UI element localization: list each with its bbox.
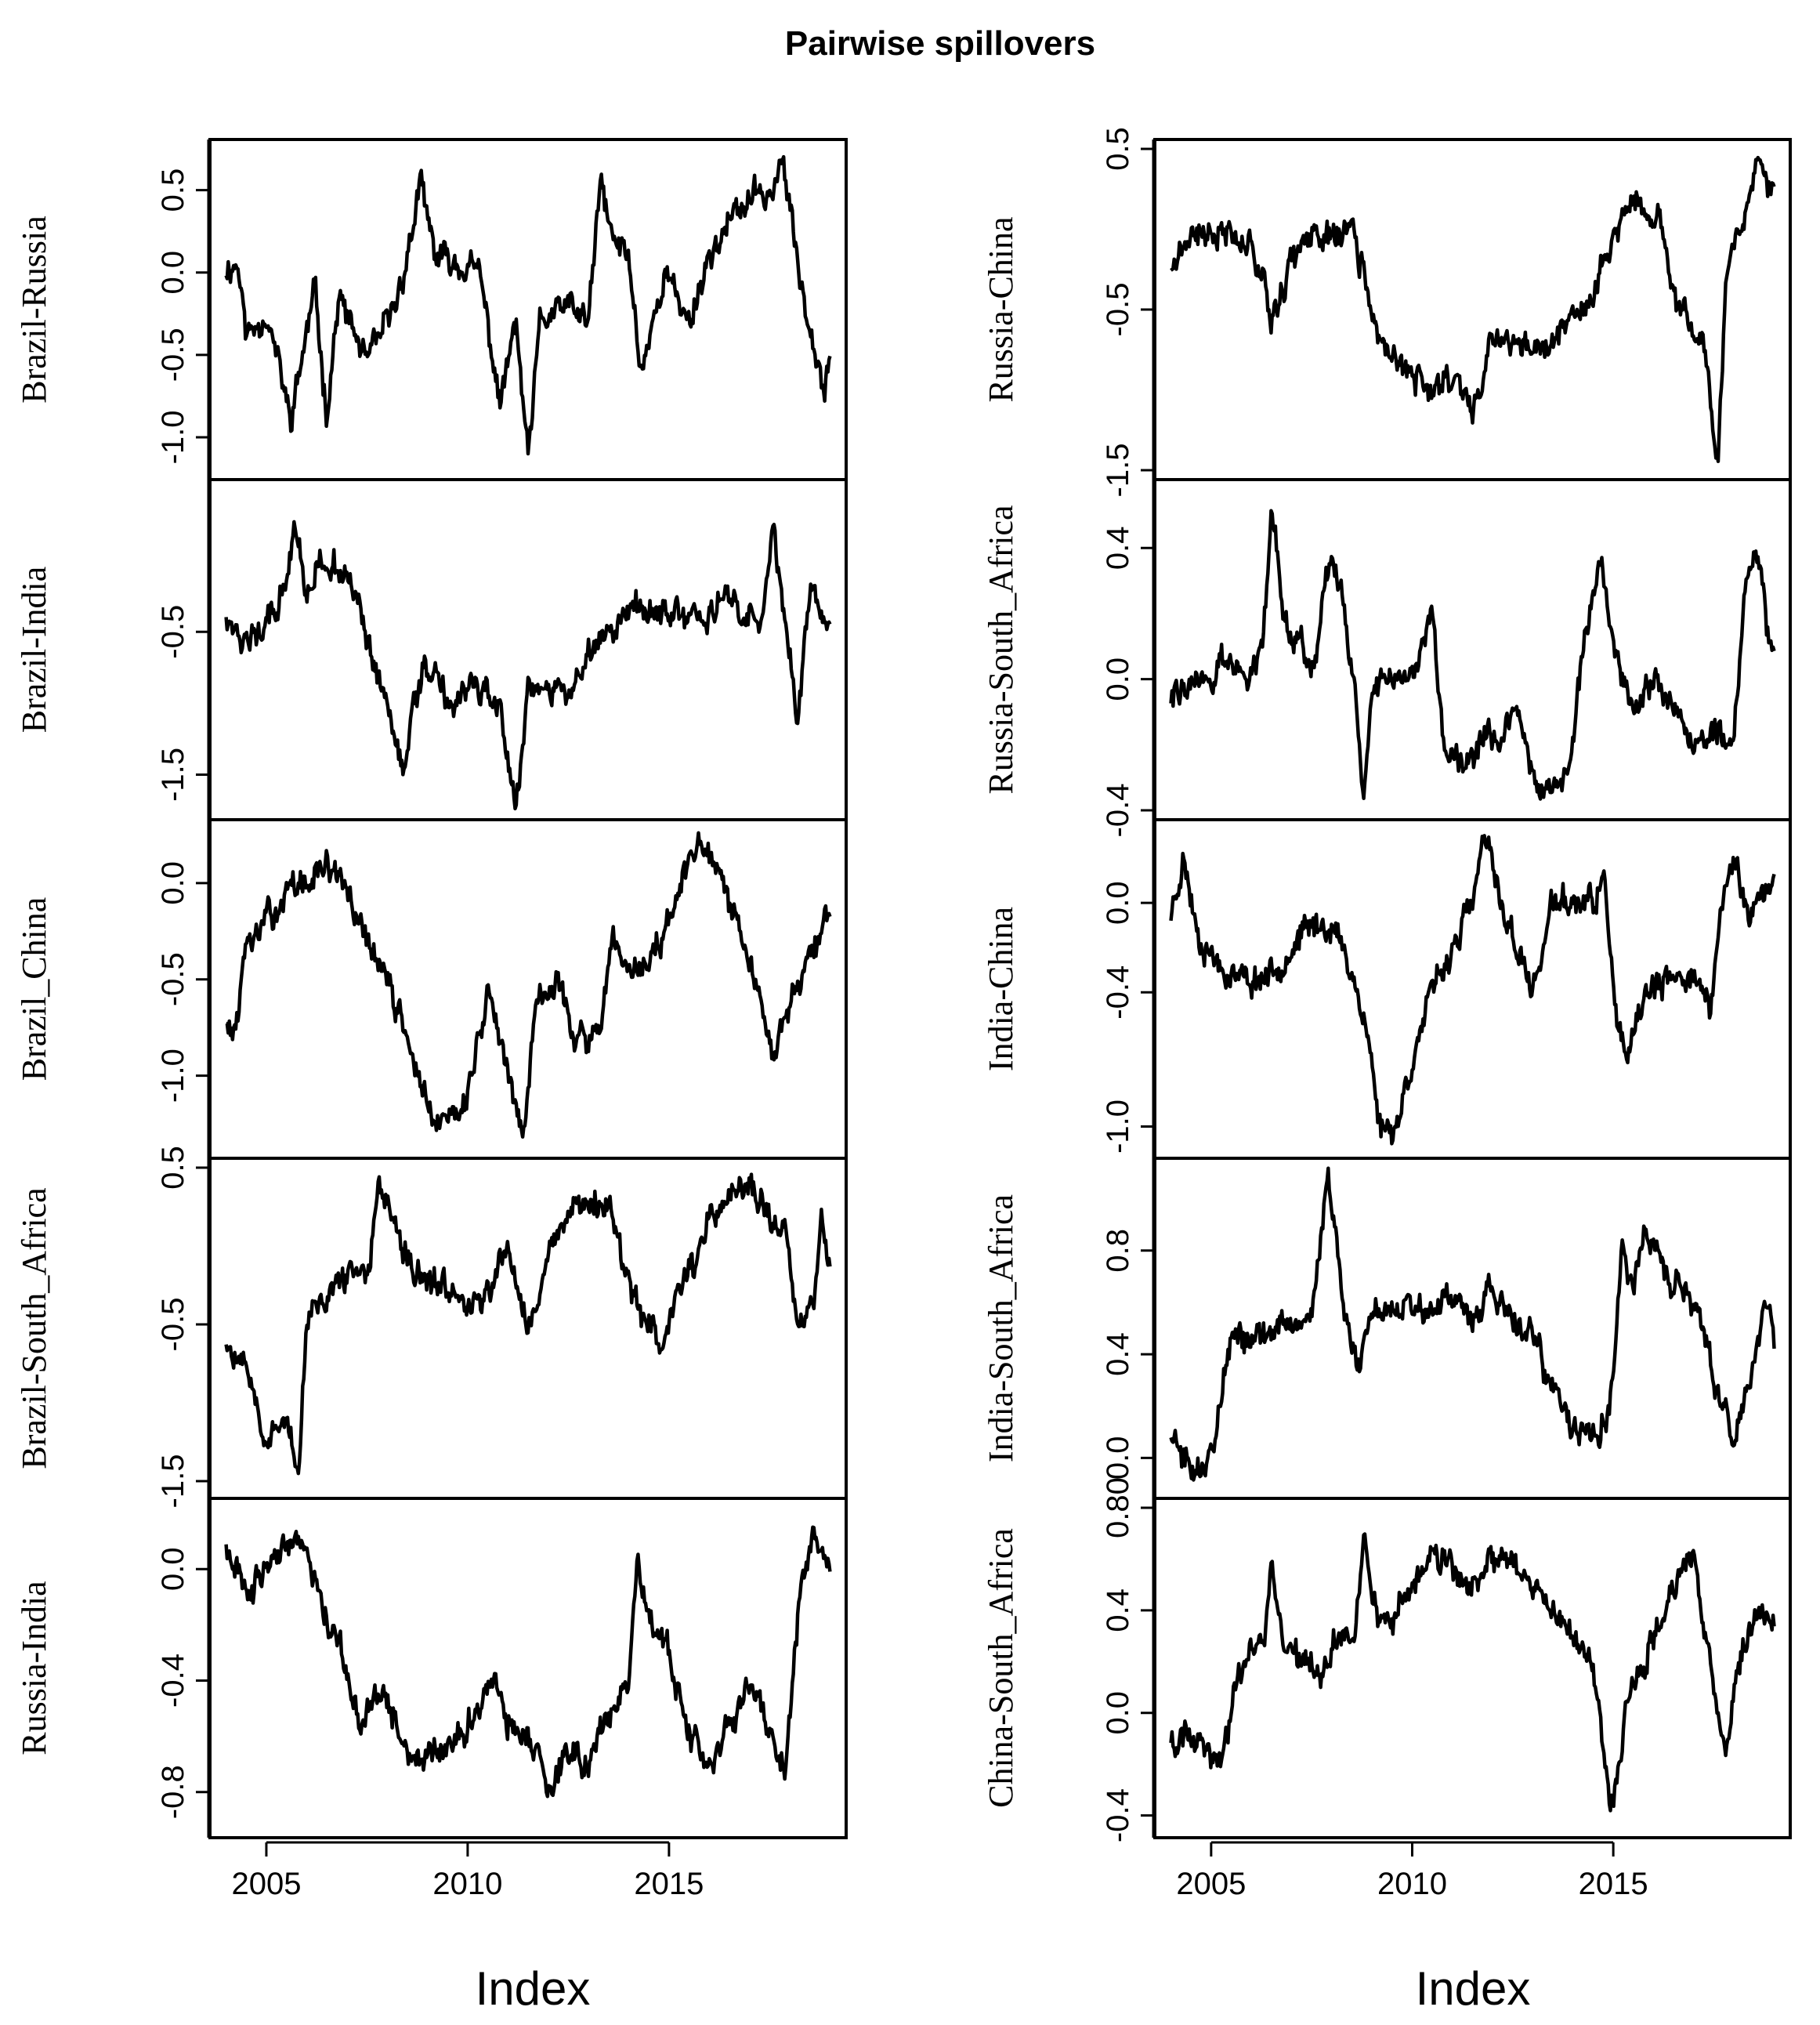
series-line-brazil-china <box>225 831 832 1139</box>
y-axis-label-india-south-africa: India-South_Africa <box>982 1194 1020 1462</box>
y-tick-label: 0.5 <box>156 1146 190 1190</box>
series-line-russia-india <box>224 1525 832 1799</box>
y-tick-label: 0.80 <box>1101 1477 1135 1538</box>
series-line-china-south-africa <box>1169 1532 1776 1813</box>
panel-russia-india: -0.8 -0.4 0.0 Russia-India 2005 2010 2015 <box>15 1497 848 1901</box>
y-tick-label: -0.4 <box>1101 784 1135 838</box>
x-tick-label: 2005 <box>231 1867 301 1901</box>
series-line-brazil-india <box>224 520 832 811</box>
y-axis-label-china-south-africa: China-South_Africa <box>982 1528 1020 1808</box>
x-axis-label-left: Index <box>476 1962 591 2015</box>
x-axis-label-right: Index <box>1416 1962 1531 2015</box>
y-axis-label-brazil-china: Brazil_China <box>15 897 53 1081</box>
plot-frame <box>1153 1497 1792 1839</box>
series-line-russia-china <box>1170 155 1776 463</box>
y-tick-label: -0.5 <box>156 328 190 382</box>
y-tick-label: -0.5 <box>156 952 190 1006</box>
y-axis-label-russia-india: Russia-India <box>15 1581 53 1755</box>
x-tick-label: 2015 <box>1579 1867 1648 1901</box>
panel-china-south-africa: -0.4 0.0 0.4 0.80 China-South_Africa 2005 2010… <box>982 1477 1792 1901</box>
figure-title: Pairwise spillovers <box>785 24 1095 63</box>
y-axis-label-india-china: India-China <box>982 907 1020 1071</box>
y-tick-label: 0.0 <box>1101 881 1135 925</box>
y-tick-label: 0.4 <box>1101 1332 1135 1376</box>
y-tick-label: -1.0 <box>156 410 190 464</box>
y-tick-label: -0.5 <box>156 605 190 659</box>
y-tick-label: 0.8 <box>1101 1229 1135 1273</box>
series-line-russia-south-africa <box>1169 509 1776 801</box>
panel-brazil-india: -1.5 -0.5 Brazil-India <box>15 478 848 821</box>
y-tick-label: -1.0 <box>156 1049 190 1103</box>
series-line-brazil-south-africa <box>224 1172 832 1476</box>
panel-russia-south-africa: -0.4 0.0 0.4 Russia-South_Africa <box>982 478 1792 838</box>
y-tick-label: -0.5 <box>156 1298 190 1352</box>
y-tick-label: -1.0 <box>1101 1099 1135 1154</box>
y-tick-label: 0.0 <box>156 1547 190 1591</box>
y-tick-label: 0.5 <box>1101 127 1135 171</box>
panel-brazil-russia: -1.0 -0.5 0.0 0.5 Brazil-Russia <box>15 138 848 481</box>
y-tick-label: -0.8 <box>156 1765 190 1819</box>
series-line-brazil-russia <box>224 154 832 456</box>
y-tick-label: 0.0 <box>156 251 190 295</box>
y-tick-label: -0.5 <box>1101 283 1135 337</box>
x-tick-label: 2010 <box>1377 1867 1447 1901</box>
y-tick-label: -1.5 <box>156 1454 190 1509</box>
y-tick-label: -1.5 <box>156 748 190 802</box>
y-axis-label-brazil-india: Brazil-India <box>15 567 53 734</box>
y-axis-label-brazil-south-africa: Brazil-South_Africa <box>15 1187 53 1469</box>
y-axis-label-russia-china: Russia-China <box>982 216 1020 402</box>
series-line-india-south-africa <box>1169 1166 1776 1482</box>
y-tick-label: 0.5 <box>156 168 190 212</box>
panels-group: -1.0 -0.5 0.0 0.5 Brazil-Russia -1.5 -0.5 Brazi… <box>15 127 1792 1901</box>
x-tick-label: 2005 <box>1176 1867 1246 1901</box>
y-tick-label: 0.0 <box>1101 1691 1135 1735</box>
y-tick-label: -1.5 <box>1101 444 1135 498</box>
y-tick-label: -0.4 <box>1101 965 1135 1020</box>
plot-frame <box>208 1497 848 1839</box>
series-line-india-china <box>1169 834 1776 1146</box>
y-tick-label: -0.4 <box>1101 1788 1135 1842</box>
y-axis-label-brazil-russia: Brazil-Russia <box>15 216 53 404</box>
panel-russia-china: -1.5 -0.5 0.5 Russia-China <box>982 127 1792 498</box>
y-tick-label: 0.0 <box>156 861 190 905</box>
x-tick-label: 2010 <box>432 1867 502 1901</box>
x-tick-label: 2015 <box>634 1867 704 1901</box>
y-axis-label-russia-south-africa: Russia-South_Africa <box>982 505 1020 794</box>
y-tick-label: 0.4 <box>1101 1588 1135 1632</box>
y-tick-label: 0.4 <box>1101 527 1135 571</box>
y-tick-label: -0.4 <box>156 1654 190 1708</box>
y-tick-label: 0.0 <box>1101 657 1135 701</box>
y-tick-label: 0.0 <box>1101 1436 1135 1480</box>
